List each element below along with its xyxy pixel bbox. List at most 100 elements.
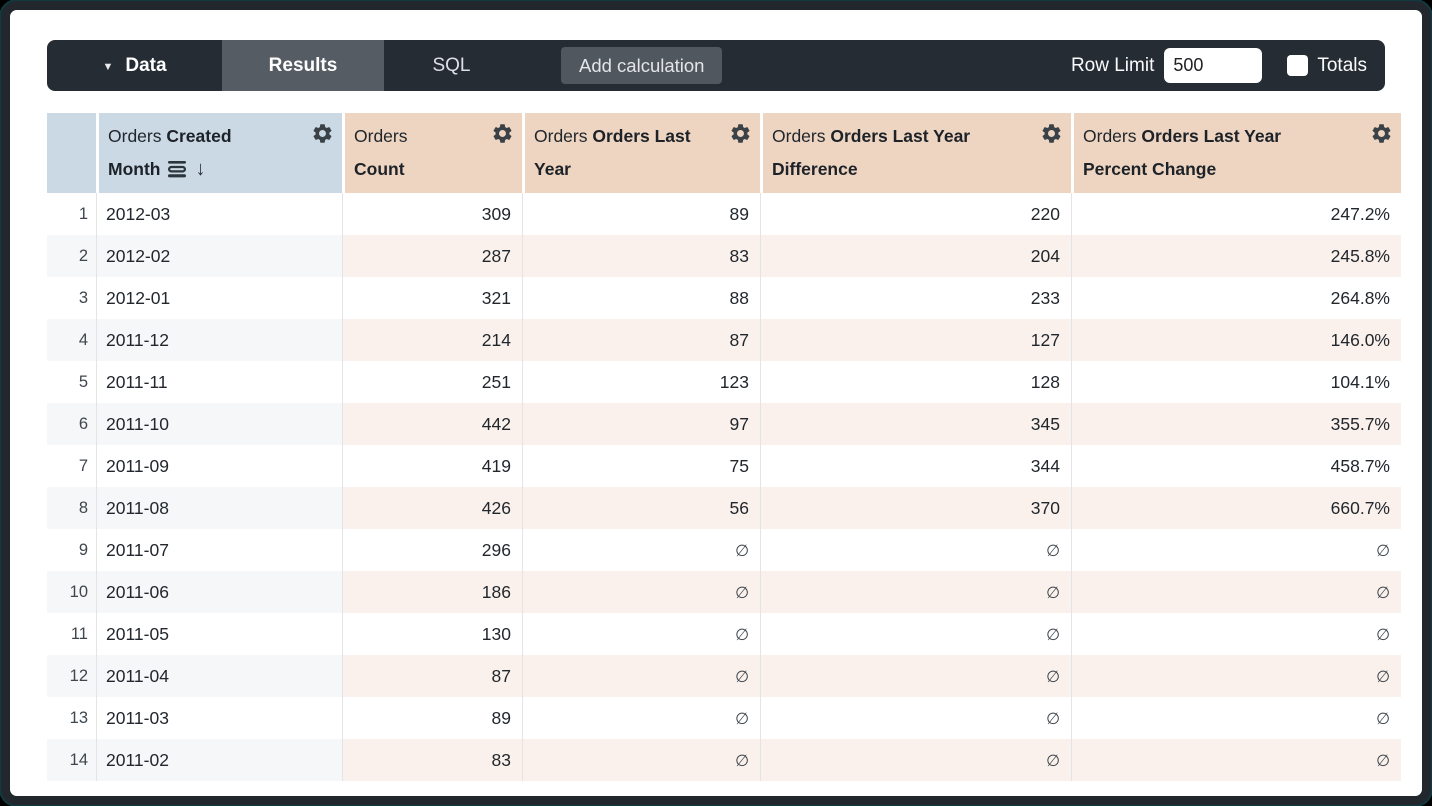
cell-value[interactable]: ∅ bbox=[1071, 697, 1401, 739]
table-row: 2 2012-02 287 83 204 245.8% bbox=[47, 235, 1401, 277]
cell-value[interactable]: 88 bbox=[522, 277, 760, 319]
cell-value[interactable]: ∅ bbox=[522, 697, 760, 739]
cell-value[interactable]: ∅ bbox=[522, 613, 760, 655]
cell-value[interactable]: 87 bbox=[342, 655, 522, 697]
cell-created-month[interactable]: 2011-05 bbox=[96, 613, 342, 655]
gear-icon[interactable] bbox=[491, 122, 514, 145]
cell-value[interactable]: ∅ bbox=[1071, 613, 1401, 655]
cell-value[interactable]: ∅ bbox=[760, 697, 1071, 739]
view-label: Orders bbox=[1083, 126, 1137, 146]
cell-value[interactable]: 370 bbox=[760, 487, 1071, 529]
cell-value[interactable]: 123 bbox=[522, 361, 760, 403]
cell-value[interactable]: 186 bbox=[342, 571, 522, 613]
cell-value[interactable]: 233 bbox=[760, 277, 1071, 319]
row-limit-input[interactable] bbox=[1164, 48, 1263, 83]
cell-value[interactable]: 426 bbox=[342, 487, 522, 529]
cell-value[interactable]: 251 bbox=[342, 361, 522, 403]
column-header-orders-last-year-percent-change[interactable]: Orders Orders Last Year Percent Change bbox=[1071, 113, 1401, 193]
cell-value[interactable]: 442 bbox=[342, 403, 522, 445]
subtotal-icon bbox=[168, 161, 187, 178]
cell-created-month[interactable]: 2011-07 bbox=[96, 529, 342, 571]
gear-icon[interactable] bbox=[729, 122, 752, 145]
cell-value[interactable]: ∅ bbox=[760, 571, 1071, 613]
cell-created-month[interactable]: 2011-03 bbox=[96, 697, 342, 739]
tab-data[interactable]: ▼ Data bbox=[47, 40, 222, 91]
column-header-orders-last-year-difference[interactable]: Orders Orders Last Year Difference bbox=[760, 113, 1071, 193]
cell-created-month[interactable]: 2011-12 bbox=[96, 319, 342, 361]
cell-value[interactable]: ∅ bbox=[760, 739, 1071, 781]
cell-value[interactable]: 309 bbox=[342, 193, 522, 235]
cell-value[interactable]: 296 bbox=[342, 529, 522, 571]
cell-value[interactable]: 128 bbox=[760, 361, 1071, 403]
cell-created-month[interactable]: 2011-08 bbox=[96, 487, 342, 529]
cell-value[interactable]: 245.8% bbox=[1071, 235, 1401, 277]
cell-value[interactable]: 83 bbox=[522, 235, 760, 277]
cell-created-month[interactable]: 2012-03 bbox=[96, 193, 342, 235]
field-label: Difference bbox=[772, 159, 858, 179]
view-label: Orders bbox=[772, 126, 826, 146]
cell-value[interactable]: 345 bbox=[760, 403, 1071, 445]
cell-value[interactable]: ∅ bbox=[760, 655, 1071, 697]
column-header-orders-last-year[interactable]: Orders Orders Last Year bbox=[522, 113, 760, 193]
cell-value[interactable]: ∅ bbox=[1071, 739, 1401, 781]
cell-value[interactable]: 287 bbox=[342, 235, 522, 277]
cell-created-month[interactable]: 2012-01 bbox=[96, 277, 342, 319]
table-row: 14 2011-02 83 ∅ ∅ ∅ bbox=[47, 739, 1401, 781]
cell-value[interactable]: ∅ bbox=[1071, 529, 1401, 571]
cell-value[interactable]: ∅ bbox=[1071, 655, 1401, 697]
cell-value[interactable]: 264.8% bbox=[1071, 277, 1401, 319]
cell-value[interactable]: 419 bbox=[342, 445, 522, 487]
column-header-count[interactable]: Orders Count bbox=[342, 113, 522, 193]
row-number: 10 bbox=[47, 571, 96, 613]
cell-value[interactable]: 214 bbox=[342, 319, 522, 361]
cell-value[interactable]: 146.0% bbox=[1071, 319, 1401, 361]
cell-created-month[interactable]: 2011-02 bbox=[96, 739, 342, 781]
cell-value[interactable]: 247.2% bbox=[1071, 193, 1401, 235]
cell-value[interactable]: 89 bbox=[522, 193, 760, 235]
cell-value[interactable]: ∅ bbox=[522, 571, 760, 613]
tab-sql[interactable]: SQL bbox=[432, 54, 471, 76]
field-label: Count bbox=[354, 159, 405, 179]
field-label: Created bbox=[166, 126, 232, 146]
totals-checkbox[interactable] bbox=[1287, 55, 1309, 76]
cell-value[interactable]: 220 bbox=[760, 193, 1071, 235]
gear-icon[interactable] bbox=[1040, 122, 1063, 145]
cell-value[interactable]: ∅ bbox=[522, 529, 760, 571]
cell-value[interactable]: 97 bbox=[522, 403, 760, 445]
cell-value[interactable]: ∅ bbox=[522, 739, 760, 781]
gear-icon[interactable] bbox=[311, 122, 334, 145]
cell-value[interactable]: 89 bbox=[342, 697, 522, 739]
cell-value[interactable]: ∅ bbox=[760, 613, 1071, 655]
gear-icon[interactable] bbox=[1370, 122, 1393, 145]
column-header-created-month[interactable]: Orders Created Month ↓ bbox=[96, 113, 342, 193]
cell-created-month[interactable]: 2011-09 bbox=[96, 445, 342, 487]
cell-value[interactable]: ∅ bbox=[760, 529, 1071, 571]
cell-created-month[interactable]: 2012-02 bbox=[96, 235, 342, 277]
tab-results[interactable]: Results bbox=[222, 40, 384, 91]
cell-created-month[interactable]: 2011-04 bbox=[96, 655, 342, 697]
cell-created-month[interactable]: 2011-11 bbox=[96, 361, 342, 403]
null-value: ∅ bbox=[735, 668, 749, 686]
cell-value[interactable]: 83 bbox=[342, 739, 522, 781]
cell-value[interactable]: 204 bbox=[760, 235, 1071, 277]
cell-value[interactable]: 355.7% bbox=[1071, 403, 1401, 445]
cell-value[interactable]: 87 bbox=[522, 319, 760, 361]
cell-value[interactable]: 321 bbox=[342, 277, 522, 319]
cell-value[interactable]: 127 bbox=[760, 319, 1071, 361]
cell-value[interactable]: ∅ bbox=[1071, 571, 1401, 613]
field-label: Orders Last Year bbox=[1141, 126, 1282, 146]
cell-value[interactable]: 56 bbox=[522, 487, 760, 529]
cell-value[interactable]: 130 bbox=[342, 613, 522, 655]
null-value: ∅ bbox=[1046, 626, 1060, 644]
cell-created-month[interactable]: 2011-10 bbox=[96, 403, 342, 445]
cell-value[interactable]: 75 bbox=[522, 445, 760, 487]
cell-value[interactable]: 344 bbox=[760, 445, 1071, 487]
cell-value[interactable]: ∅ bbox=[522, 655, 760, 697]
add-calculation-button[interactable]: Add calculation bbox=[561, 47, 723, 84]
cell-created-month[interactable]: 2011-06 bbox=[96, 571, 342, 613]
cell-value[interactable]: 104.1% bbox=[1071, 361, 1401, 403]
cell-value[interactable]: 660.7% bbox=[1071, 487, 1401, 529]
row-number: 7 bbox=[78, 456, 88, 475]
row-number-header bbox=[47, 113, 96, 193]
cell-value[interactable]: 458.7% bbox=[1071, 445, 1401, 487]
